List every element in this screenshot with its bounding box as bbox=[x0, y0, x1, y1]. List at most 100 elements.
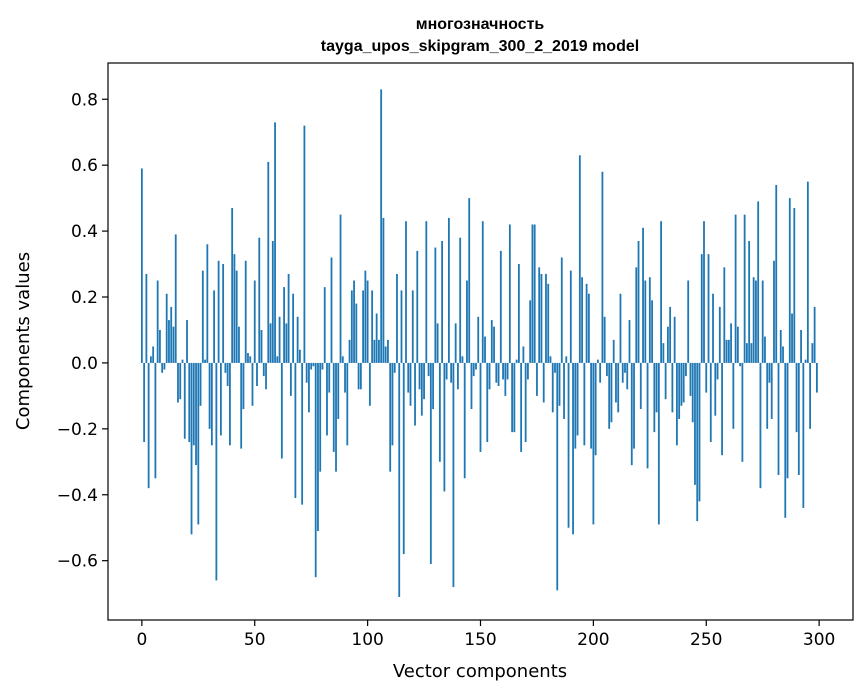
bar bbox=[459, 237, 462, 363]
bar bbox=[143, 362, 146, 443]
bar bbox=[764, 336, 766, 363]
bar bbox=[696, 362, 699, 522]
bar bbox=[208, 362, 211, 429]
bar bbox=[287, 273, 290, 363]
bar bbox=[676, 362, 678, 446]
bar bbox=[606, 362, 608, 377]
bar bbox=[242, 362, 245, 410]
bar bbox=[671, 362, 674, 413]
bar bbox=[685, 362, 687, 377]
bar bbox=[651, 300, 653, 363]
bar bbox=[572, 362, 574, 535]
bar bbox=[238, 326, 240, 363]
bar bbox=[183, 362, 186, 439]
bar bbox=[181, 359, 184, 363]
bar bbox=[687, 280, 690, 363]
bar bbox=[795, 362, 798, 433]
bar bbox=[219, 362, 222, 436]
bar bbox=[265, 362, 267, 390]
bar bbox=[256, 362, 258, 386]
bar bbox=[296, 316, 299, 363]
bar bbox=[319, 362, 322, 472]
bar bbox=[657, 362, 660, 525]
bar bbox=[542, 362, 545, 403]
bar bbox=[229, 362, 231, 446]
y-tick-label: −0.4 bbox=[57, 486, 98, 506]
bar bbox=[355, 303, 358, 363]
bar bbox=[213, 290, 216, 363]
bar bbox=[734, 214, 737, 363]
bar bbox=[217, 260, 220, 363]
bar bbox=[705, 362, 708, 393]
bar bbox=[644, 280, 647, 363]
bar bbox=[522, 346, 525, 363]
bar bbox=[815, 362, 818, 393]
bar bbox=[592, 362, 595, 525]
bar bbox=[438, 362, 441, 462]
bar bbox=[420, 362, 423, 416]
y-axis-ticks: −0.6 −0.4 −0.2 0.0 0.2 0.4 0.6 0.8 bbox=[57, 90, 108, 572]
bar bbox=[666, 326, 669, 363]
bar bbox=[479, 362, 482, 452]
bar bbox=[752, 277, 755, 363]
bar bbox=[387, 339, 389, 363]
bar bbox=[251, 362, 254, 406]
x-tick-label: 50 bbox=[244, 630, 266, 650]
bars-group bbox=[140, 89, 818, 597]
chart-subtitle: tayga_upos_skipgram_300_2_2019 model bbox=[321, 38, 639, 55]
bar bbox=[188, 362, 191, 443]
bar bbox=[416, 250, 419, 363]
bar bbox=[806, 181, 809, 363]
bar bbox=[768, 362, 771, 383]
bar bbox=[201, 270, 204, 363]
bar bbox=[773, 260, 775, 363]
bar bbox=[682, 362, 685, 403]
bar bbox=[732, 362, 735, 429]
bar bbox=[283, 287, 285, 363]
bar bbox=[718, 306, 721, 363]
bar bbox=[490, 320, 493, 363]
bar bbox=[703, 221, 705, 363]
bar bbox=[721, 362, 723, 456]
bar bbox=[574, 362, 577, 449]
bar bbox=[547, 283, 550, 363]
bar bbox=[788, 198, 791, 363]
bar bbox=[301, 362, 304, 505]
bar bbox=[418, 362, 421, 390]
bar bbox=[472, 362, 475, 377]
bar bbox=[364, 270, 367, 363]
bar bbox=[366, 280, 369, 363]
bar bbox=[346, 362, 349, 446]
x-tick-label: 200 bbox=[577, 630, 609, 650]
bar bbox=[599, 362, 602, 383]
bar bbox=[782, 346, 784, 363]
bar bbox=[786, 362, 789, 479]
bar bbox=[621, 362, 624, 383]
bar bbox=[206, 244, 209, 363]
bar bbox=[626, 362, 629, 390]
bar bbox=[784, 362, 787, 518]
bar bbox=[770, 362, 773, 419]
bar bbox=[348, 339, 351, 363]
bar bbox=[240, 362, 243, 449]
bar bbox=[147, 362, 150, 489]
bar bbox=[179, 362, 182, 400]
bar bbox=[725, 339, 728, 363]
bar bbox=[596, 359, 599, 363]
bar bbox=[303, 125, 306, 363]
bar bbox=[576, 362, 579, 436]
bar bbox=[617, 362, 620, 413]
bar bbox=[441, 240, 444, 363]
bar bbox=[190, 362, 193, 535]
bar bbox=[235, 270, 238, 363]
bar bbox=[423, 362, 425, 400]
bar bbox=[400, 290, 403, 363]
bar bbox=[170, 306, 173, 363]
bar bbox=[414, 362, 416, 426]
bar bbox=[276, 356, 279, 363]
bar bbox=[152, 346, 155, 363]
bar bbox=[432, 362, 434, 410]
bar bbox=[800, 329, 802, 363]
bar bbox=[488, 362, 491, 390]
bar bbox=[520, 362, 523, 452]
